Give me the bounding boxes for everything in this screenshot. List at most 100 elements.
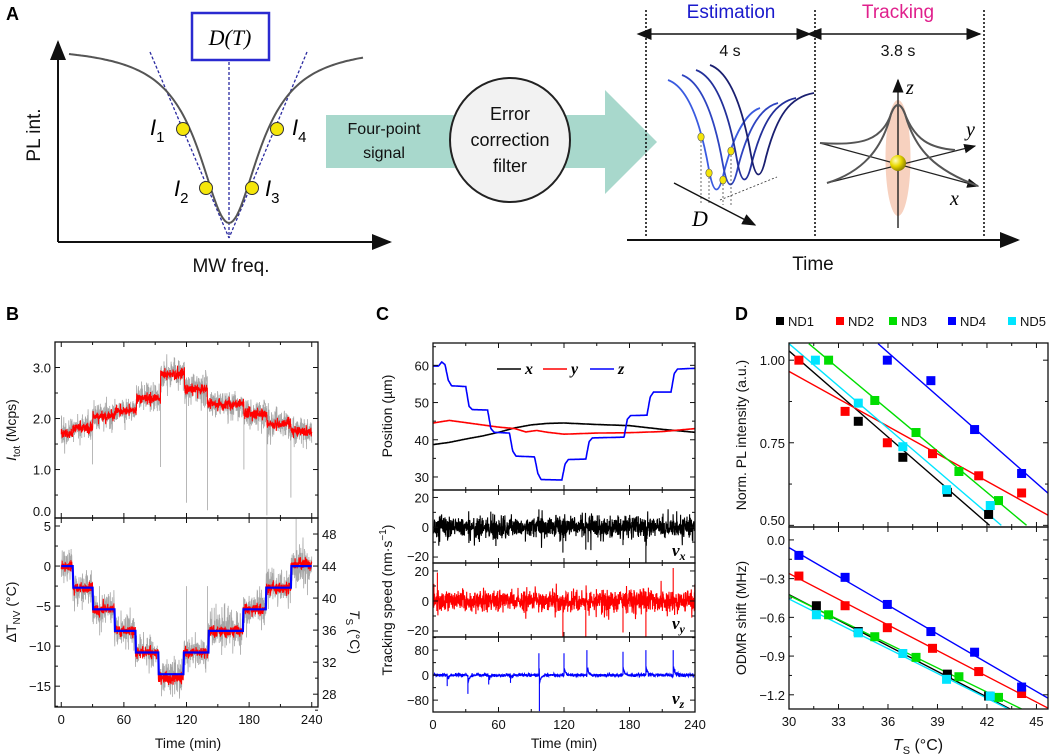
chart-d-bottom: 30 33 36 39 42 45 0.0 −0.3 −0.6 −0.9 −1.2 [759,526,1049,729]
y2-tick-label: 40 [322,591,336,606]
tangent-right [228,51,308,239]
point-nd4 [882,599,892,609]
point-nd1 [853,416,863,426]
x-tick-label: 45 [1029,714,1043,729]
point-i2 [199,181,213,195]
c-xlabel: Time (min) [531,735,597,751]
point-nd5 [898,648,908,658]
series-x [433,422,695,446]
series-z [433,360,695,481]
y-tick-label: 0.0 [767,533,785,548]
estimation-curve [695,69,797,181]
legend-swatch-nd5 [1008,317,1016,325]
chart-c-vy: −20 0 20 [407,562,696,638]
b-bottom-ylabel: ΔTNV (°C) [3,582,23,643]
x-tick-label: 30 [782,714,796,729]
legend-label-nd3: ND3 [901,314,927,329]
four-point-text-2: signal [363,145,405,162]
y2-tick-label: 32 [322,655,336,670]
estimation-duration: 4 s [719,43,740,60]
point-nd4 [840,572,850,582]
legend-swatch-nd4 [948,317,956,325]
y-label: y [964,119,975,141]
x-tick-label: 180 [238,712,260,727]
panel-label-c: C [376,304,389,324]
point-nd3 [824,355,834,365]
chart-c-vx: −20 0 20 [407,489,696,564]
plot-area [789,343,1048,526]
series-setpoint [61,564,312,676]
y-tick-label: −0.9 [759,649,785,664]
legend-label-nd4: ND4 [960,314,986,329]
x-tick-label: 0 [429,717,436,732]
legend-swatch-nd2 [836,317,844,325]
estimation-point [697,132,705,142]
y2-tick-label: 28 [322,687,336,702]
z-label: z [905,77,914,99]
estimation-curve [681,74,779,186]
y-tick-label: 5 [44,519,51,534]
y-tick-label: −1.2 [759,688,785,703]
b-top-ylabel: Itot (Mcps) [3,399,23,461]
b-bottom-y2label: TS (°C) [343,610,363,654]
point-nd5 [898,442,908,452]
point-nd5 [942,674,952,684]
point-nd2 [840,601,850,611]
point-nd3 [824,610,834,620]
series-v_y [433,568,695,637]
legend-label-nd2: ND2 [848,314,874,329]
estimation-point [727,146,735,156]
point-nd2 [974,471,984,481]
x-label: x [949,188,959,210]
y-tick-label: 0 [422,594,429,609]
x-tick-label: 60 [491,717,505,732]
filter-text-2: correction [470,130,549,150]
mw-freq-label: MW freq. [192,256,269,277]
plot-area [433,360,695,481]
fit-line-nd2 [789,572,1048,709]
point-nd2 [928,643,938,653]
point-nd4 [1017,682,1027,692]
point-nd3 [994,692,1004,702]
plot-area [60,354,313,516]
legend-swatch-nd1 [776,317,784,325]
legend-swatch-nd3 [889,317,897,325]
x-tick-label: 36 [881,714,895,729]
y-tick-label: −5 [36,599,51,614]
four-point-text-1: Four-point [348,121,421,138]
plot-area [433,509,695,563]
point-i1 [176,122,190,136]
legend-label-nd5: ND5 [1020,314,1046,329]
x-tick-label: 33 [831,714,845,729]
tracking-label: Tracking [862,2,934,23]
y-tick-label: 0.50 [760,513,785,528]
series-v_x [433,509,695,563]
x-tick-label: 39 [930,714,944,729]
point-nd2 [1017,689,1027,699]
point-nd2 [840,406,850,416]
b-xlabel: Time (min) [155,735,221,751]
d-axis-arrow [673,182,757,226]
chart-b-top: 0.0 1.0 2.0 3.0 [33,341,319,519]
panel-label-d: D [735,304,748,324]
point-nd5 [942,485,952,495]
y-tick-label: −15 [29,679,51,694]
series-y [433,419,695,436]
y-tick-label: 2.0 [33,412,51,427]
point-nd4 [926,627,936,637]
y-tick-label: 3.0 [33,361,51,376]
y-tick-label: −0.3 [759,572,785,587]
plot-area [789,547,1048,709]
legend-label-y: y [569,361,579,378]
chart-c-pos: 30 40 50 60 x y z [415,342,696,491]
i2-label: I2 [174,176,188,207]
vz-tag: vz [672,689,685,711]
x-tick-label: 42 [980,714,994,729]
point-nd3 [870,395,880,405]
point-nd5 [853,398,863,408]
i1-label: I1 [150,115,164,146]
y-tick-label: 0 [422,520,429,535]
y-tick-label: 0.0 [33,504,51,519]
series-filtered [60,365,313,439]
point-nd2 [1017,488,1027,498]
